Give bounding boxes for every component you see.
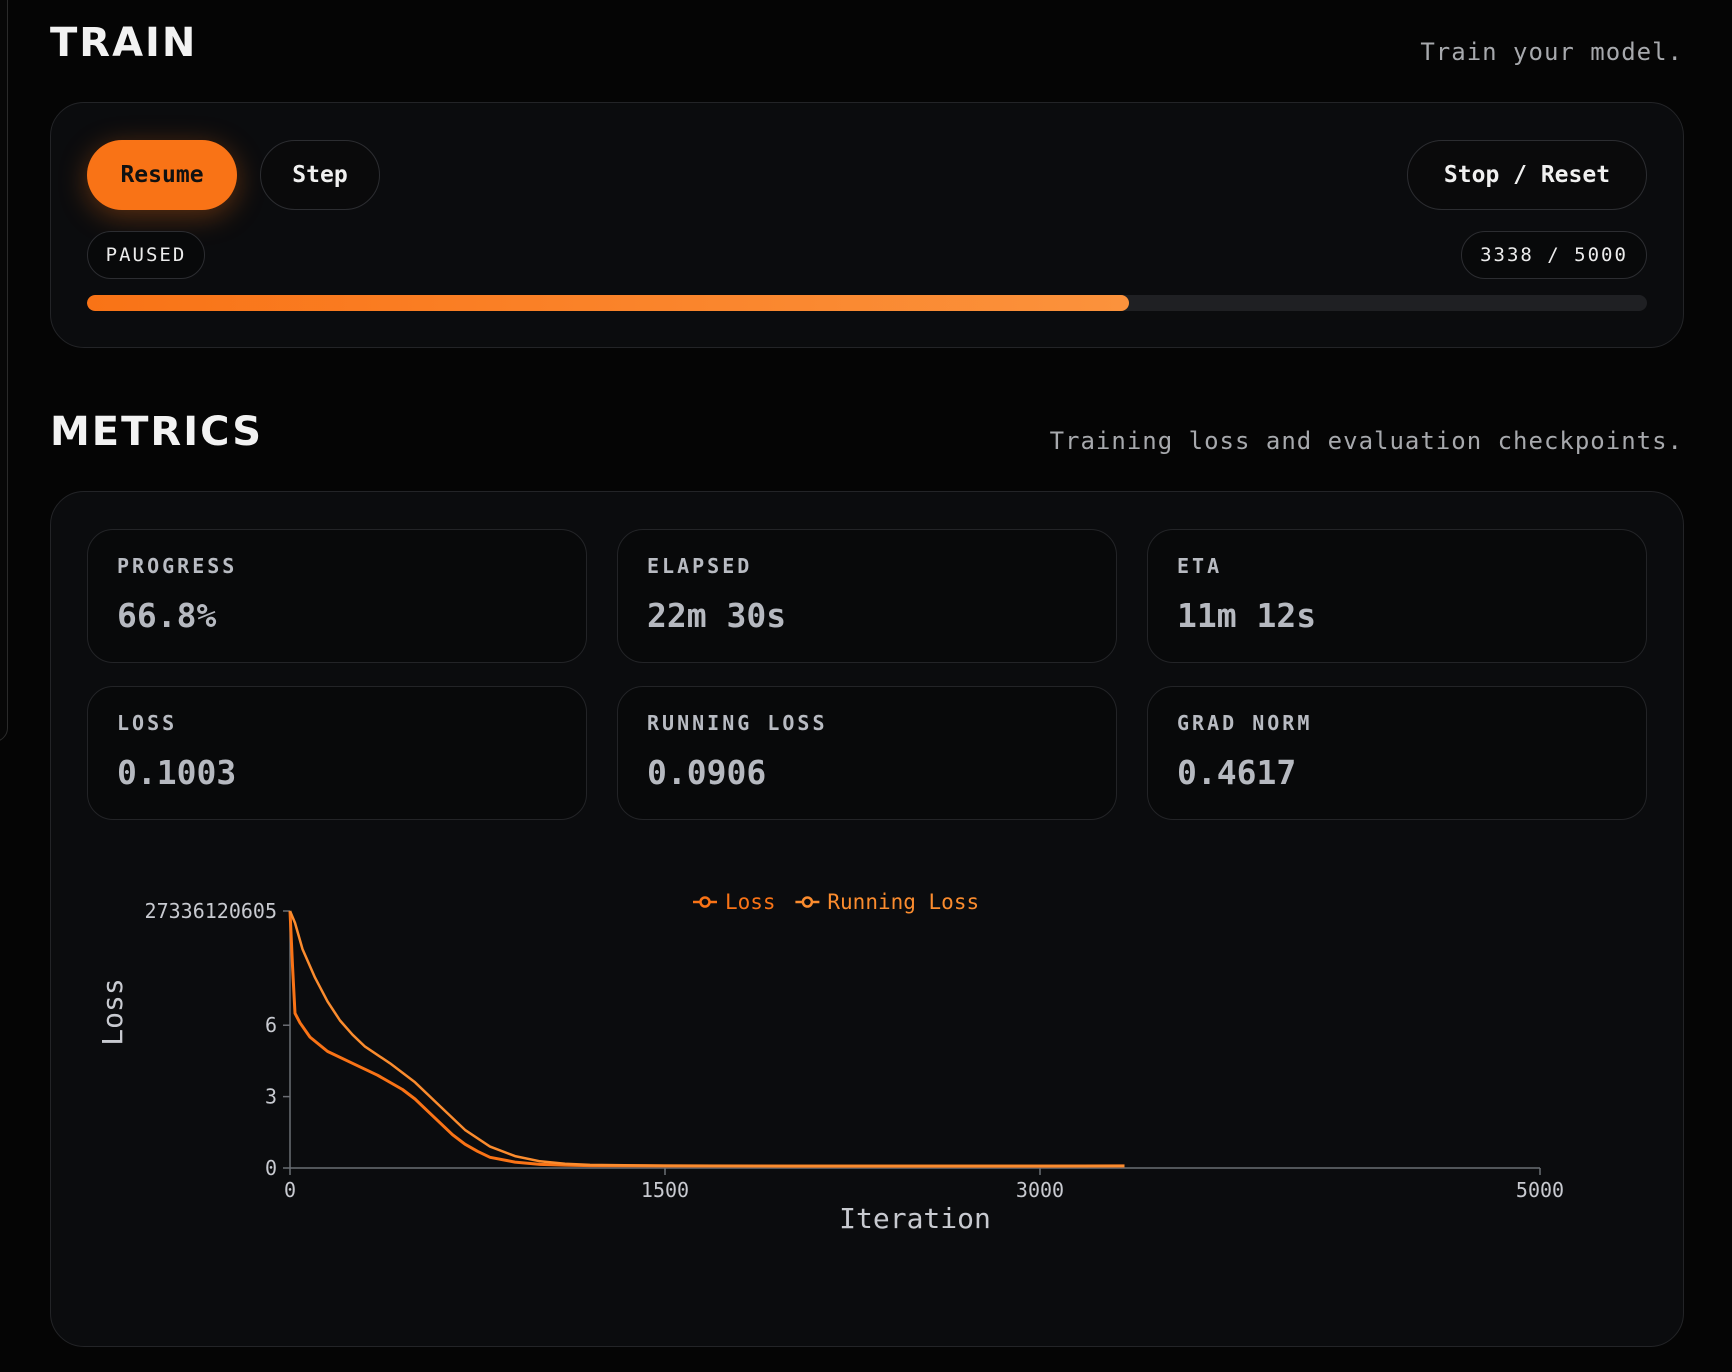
legend-item: Loss: [693, 890, 776, 914]
chart-axes: 0 1500 3000 5000 0 3 6 27336120605 Iteration Loss: [96, 899, 1564, 1235]
y-tick-label: 27336120605: [145, 899, 277, 923]
progress-bar-fill: [87, 295, 1130, 311]
metrics-panel: PROGRESS 66.8% ELAPSED 22m 30s ETA 11m 1…: [50, 491, 1684, 1347]
y-tick-label: 6: [265, 1013, 277, 1037]
metric-value: 66.8%: [117, 596, 217, 635]
metric-label: ELAPSED: [647, 554, 753, 578]
legend-swatch-marker: [801, 896, 814, 908]
x-tick-label: 0: [284, 1178, 296, 1202]
legend-label: Running Loss: [827, 890, 979, 914]
metric-card-running-loss: RUNNING LOSS 0.0906: [617, 686, 1117, 820]
step-button[interactable]: Step: [260, 140, 380, 210]
chart-legend: Loss Running Loss: [693, 890, 979, 914]
y-axis-title: Loss: [96, 978, 129, 1045]
metric-label: ETA: [1177, 554, 1223, 578]
metric-label: RUNNING LOSS: [647, 711, 828, 735]
metric-value: 0.0906: [647, 753, 767, 792]
progress-bar: [87, 295, 1647, 311]
metric-card-eta: ETA 11m 12s: [1147, 529, 1647, 663]
metric-value: 11m 12s: [1177, 596, 1317, 635]
series-line-running-loss: [288, 910, 1125, 1168]
metric-label: GRAD NORM: [1177, 711, 1313, 735]
x-axis-title: Iteration: [839, 1202, 991, 1235]
metric-label: LOSS: [117, 711, 178, 735]
train-title: TRAIN: [50, 20, 198, 66]
series-line-loss: [288, 910, 1125, 1168]
metric-card-elapsed: ELAPSED 22m 30s: [617, 529, 1117, 663]
x-tick-label: 5000: [1516, 1178, 1564, 1202]
train-panel: Resume Step Stop / Reset PAUSED 3338 / 5…: [50, 102, 1684, 348]
metrics-description: Training loss and evaluation checkpoints…: [1049, 427, 1683, 455]
legend-item: Running Loss: [795, 890, 979, 914]
loss-chart: Loss Running Loss 0 1500 3000 5000 0 3 6 2733612…: [96, 890, 1564, 1235]
iteration-counter: 3338 / 5000: [1461, 231, 1647, 279]
sidebar-edge: [0, 0, 8, 742]
status-badge: PAUSED: [87, 231, 205, 279]
y-tick-label: 0: [265, 1156, 277, 1180]
metrics-title: METRICS: [50, 409, 264, 455]
metric-value: 0.4617: [1177, 753, 1297, 792]
legend-label: Loss: [725, 890, 776, 914]
metric-card-loss: LOSS 0.1003: [87, 686, 587, 820]
x-tick-label: 1500: [641, 1178, 689, 1202]
x-tick-label: 3000: [1016, 1178, 1064, 1202]
stop-reset-button[interactable]: Stop / Reset: [1407, 140, 1647, 210]
metric-card-progress: PROGRESS 66.8%: [87, 529, 587, 663]
train-description: Train your model.: [1420, 38, 1683, 66]
chart-lines: [288, 910, 1125, 1168]
legend-swatch-marker: [699, 896, 711, 908]
metric-card-grad-norm: GRAD NORM 0.4617: [1147, 686, 1647, 820]
metric-value: 22m 30s: [647, 596, 787, 635]
metric-label: PROGRESS: [117, 554, 238, 578]
metric-value: 0.1003: [117, 753, 237, 792]
y-tick-label: 3: [265, 1085, 277, 1109]
resume-button[interactable]: Resume: [87, 140, 237, 210]
